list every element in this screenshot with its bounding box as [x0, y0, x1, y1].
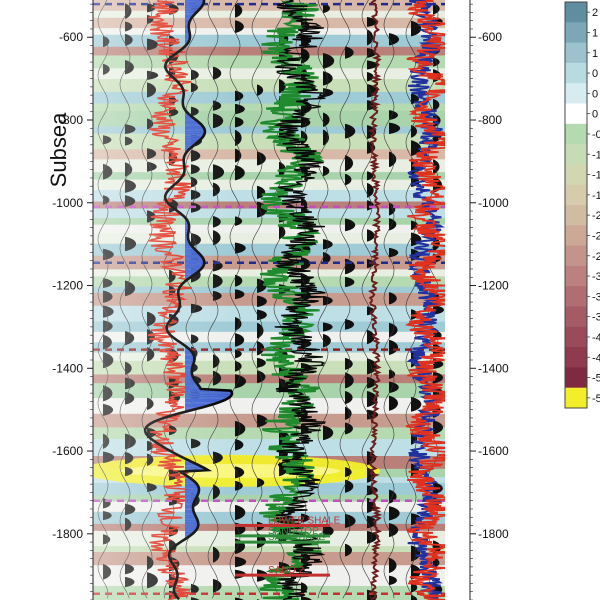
tick-label: -1200 [52, 279, 83, 293]
tick-label: -600 [478, 30, 502, 44]
colorbar-swatch [565, 367, 587, 389]
colorbar-swatch [565, 245, 587, 267]
colorbar-swatch [565, 225, 587, 247]
colorbar-label: -1 [592, 170, 600, 182]
colorbar-label: -3 [592, 291, 600, 303]
tick-label: -1400 [52, 361, 83, 375]
colorbar-swatch [565, 62, 587, 84]
colorbar-label: -5 [592, 393, 600, 405]
colorbar-swatch [565, 22, 587, 44]
right-axis-ticks: -600 -800 -1000 -1200 -1400 -1600 -1800 [470, 3, 509, 600]
colorbar-swatch [565, 286, 587, 307]
tick-label: -1000 [52, 196, 83, 210]
colorbar-label: -4 [592, 332, 600, 344]
colorbar-swatch [565, 123, 587, 145]
marker-label: SAND BASE [268, 532, 326, 543]
colorbar-label: -2 [592, 251, 600, 263]
colorbar-label: -5 [592, 373, 600, 385]
colorbar-swatch [565, 347, 587, 368]
y-axis-title: Subsea [46, 112, 71, 187]
colorbar: 2 1 1 0 0 0 -0 -1 -1 -1 -2 -2 -2 -3 -3 -3 -4 -4 -5 -5 [564, 1, 600, 409]
colorbar-label: -2 [592, 230, 600, 242]
colorbar-swatch [565, 83, 587, 104]
tick-label: -600 [59, 30, 83, 44]
colorbar-label: -1 [592, 190, 600, 202]
plot-area [93, 0, 445, 600]
tick-label: -800 [478, 113, 502, 127]
colorbar-frame [564, 1, 588, 409]
colorbar-label: -3 [592, 312, 600, 324]
left-axis-ticks: -600 -800 -1000 -1200 -1400 -1600 -1800 [52, 3, 93, 600]
colorbar-swatch [565, 265, 587, 287]
colorbar-swatch [565, 144, 587, 165]
tick-label: -1000 [478, 196, 509, 210]
colorbar-swatch [565, 164, 587, 186]
tick-label: -1800 [52, 527, 83, 541]
tick-label: -800 [59, 113, 83, 127]
tick-label: -1600 [52, 444, 83, 458]
colorbar-swatch [565, 103, 587, 125]
colorbar-swatch [565, 306, 587, 328]
colorbar-swatch [565, 205, 587, 226]
colorbar-swatch [565, 184, 587, 206]
tick-label: -1200 [478, 279, 509, 293]
colorbar-label: -1 [592, 149, 600, 161]
colorbar-label: -2 [592, 210, 600, 222]
colorbar-label: 0 [592, 68, 598, 80]
colorbar-label: 0 [592, 88, 598, 100]
tick-label: -1800 [478, 527, 509, 541]
colorbar-label: 2 [592, 7, 598, 19]
colorbar-label: -3 [592, 271, 600, 283]
colorbar-label: 1 [592, 27, 598, 39]
colorbar-swatch [565, 326, 587, 348]
colorbar-swatch [565, 2, 587, 23]
colorbar-label: 0 [592, 109, 598, 121]
marker-label: LOWER SHALE [268, 516, 341, 527]
colorbar-label: -0 [592, 129, 600, 141]
colorbar-swatch [565, 42, 587, 64]
marker-label: SAND 2 [268, 565, 305, 576]
marker-label: SAND TOP [268, 526, 319, 537]
colorbar-swatch [565, 387, 587, 409]
colorbar-label: -4 [592, 352, 600, 364]
tick-label: -1400 [478, 361, 509, 375]
tick-label: -1600 [478, 444, 509, 458]
colorbar-label: 1 [592, 48, 598, 60]
